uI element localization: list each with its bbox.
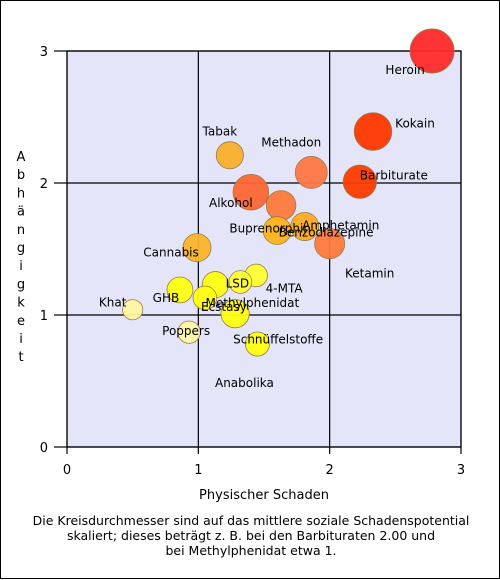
x-tick-label: 1	[194, 463, 202, 478]
point-label: Amphetamin	[302, 219, 379, 233]
labels-layer: Heroin Kokain Barbiturate Methadon Tabak Alko…	[99, 63, 435, 390]
point-label: Heroin	[385, 63, 424, 77]
y-axis-label-letter: t	[18, 350, 23, 365]
y-tick-label: 3	[40, 45, 48, 60]
y-axis-label-letter: k	[17, 296, 25, 311]
y-axis-label-letter: e	[17, 314, 25, 329]
data-point	[265, 190, 297, 221]
data-point	[262, 216, 292, 245]
data-point	[314, 228, 346, 260]
data-point	[177, 320, 201, 344]
point-label: Kokain	[395, 117, 435, 131]
data-point	[353, 112, 393, 151]
data-point	[232, 174, 270, 211]
data-point	[342, 164, 377, 199]
y-axis-label-letter: A	[17, 150, 26, 165]
y-tick-label: 2	[40, 177, 48, 192]
data-point	[220, 299, 250, 329]
point-label: Methylphenidat	[206, 296, 300, 310]
y-axis-label-letter: ä	[17, 205, 25, 220]
point-label: Ketamin	[345, 267, 394, 281]
data-point	[409, 28, 455, 74]
y-axis-label-letter: g	[17, 277, 25, 292]
point-label: Schnüffelstoffe	[233, 333, 323, 347]
data-point	[182, 233, 212, 263]
y-tick-label: 1	[40, 309, 48, 324]
point-label: 4-MTA	[266, 281, 304, 295]
x-tick-label: 0	[63, 463, 71, 478]
point-label: Methadon	[261, 135, 321, 149]
point-label: Khat	[99, 296, 127, 310]
point-label: Anabolika	[215, 376, 274, 390]
data-point	[122, 299, 144, 321]
points-layer	[122, 28, 455, 357]
point-label: Cannabis	[143, 246, 199, 260]
x-tick-label: 2	[326, 463, 334, 478]
x-tick-label: 3	[457, 463, 465, 478]
data-point	[228, 270, 253, 294]
point-label: Tabak	[202, 124, 238, 138]
caption-line-1: Die Kreisdurchmesser sind auf das mittle…	[32, 513, 470, 528]
y-axis-label-letter: n	[17, 223, 25, 238]
data-point	[215, 141, 244, 170]
y-axis-label-letter: b	[17, 168, 25, 183]
caption-line-2: skaliert; dieses beträgt z. B. bei den B…	[66, 528, 436, 543]
ticks-layer: 0 1 2 3 0 1 2 3	[40, 45, 465, 478]
point-label: LSD	[226, 277, 250, 291]
point-label: Benzodiazepine	[279, 225, 374, 239]
y-axis-label-letter: h	[17, 186, 25, 201]
point-label: Barbiturate	[360, 169, 428, 183]
caption-line-3: bei Methylphenidat etwa 1.	[165, 543, 337, 558]
data-point	[192, 285, 218, 311]
y-axis-label-letter: i	[19, 259, 23, 274]
point-label: Ecstasy	[201, 300, 247, 314]
plot-border	[66, 50, 462, 448]
y-tick-label: 0	[40, 441, 48, 456]
data-point	[294, 156, 328, 189]
y-axis-label-letter: g	[17, 241, 25, 256]
point-label: GHB	[153, 291, 180, 305]
x-axis-label: Physischer Schaden	[199, 488, 329, 503]
data-point	[244, 331, 270, 357]
plot-area	[67, 51, 461, 447]
point-label: Poppers	[162, 324, 210, 338]
data-point	[166, 276, 194, 304]
point-label: Buprenorphin	[229, 222, 311, 236]
y-axis-label-letter: i	[19, 332, 23, 347]
point-label: Alkohol	[209, 196, 253, 210]
chart-caption: Die Kreisdurchmesser sind auf das mittle…	[11, 513, 491, 558]
